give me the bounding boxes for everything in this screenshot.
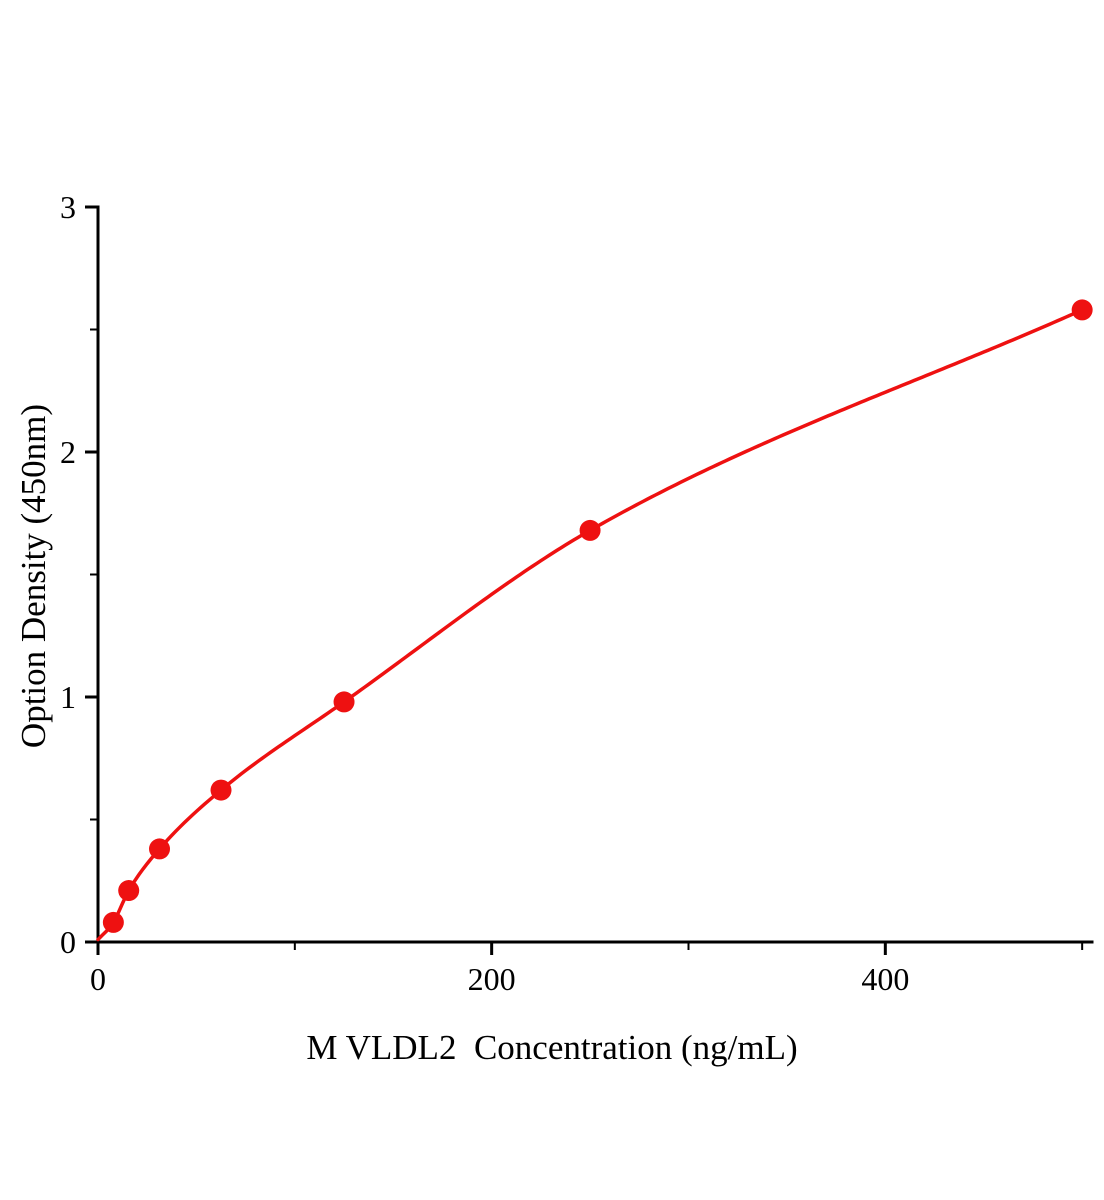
data-point <box>210 779 232 801</box>
data-point <box>579 519 601 541</box>
fit-curve <box>96 308 1084 942</box>
y-axis-label: Option Density (450nm) <box>14 403 53 749</box>
data-point <box>102 911 124 933</box>
x-tick-label: 400 <box>861 961 909 997</box>
axis-spines <box>96 205 1094 944</box>
data-point <box>118 880 140 902</box>
x-axis-label: M VLDL2 Concentration (ng/mL) <box>306 1028 798 1067</box>
data-point <box>333 691 355 713</box>
y-tick-label: 2 <box>60 434 76 470</box>
data-point <box>1071 299 1093 321</box>
x-tick-label: 200 <box>468 961 516 997</box>
y-tick-label: 1 <box>60 679 76 715</box>
y-tick-label: 0 <box>60 924 76 960</box>
x-tick-label: 0 <box>90 961 106 997</box>
data-point <box>149 838 171 860</box>
y-tick-label: 3 <box>60 189 76 225</box>
